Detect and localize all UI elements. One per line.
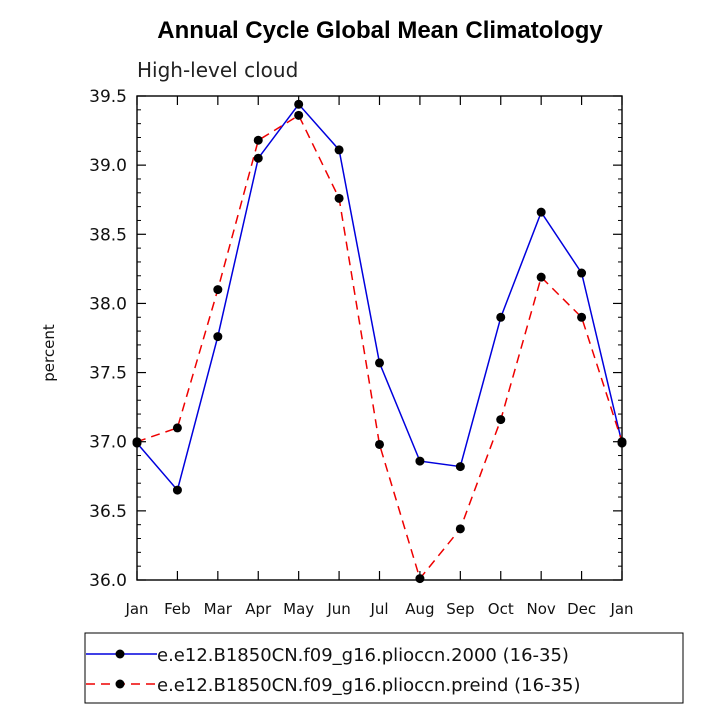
x-tick-label: May [283,600,314,618]
series-1-point [334,193,344,203]
y-tick-label: 36.0 [89,571,127,591]
x-tick-label: Jan [609,600,633,618]
y-tick-label: 37.0 [89,433,127,453]
series-line-0 [136,103,623,492]
legend-label-2000: e.e12.B1850CN.f09_g16.plioccn.2000 (16-3… [157,645,569,666]
plot-frame [136,95,623,581]
series-0-point [496,312,506,322]
y-tick-label: 38.5 [89,225,127,245]
y-tick-label: 36.5 [89,502,127,522]
y-tick-label: 38.0 [89,294,127,314]
series-1-point [213,285,223,295]
series-1-point [496,415,506,425]
series-line-1 [136,114,623,581]
legend-box [84,632,684,704]
series-1-point [577,312,587,322]
series-0-point [334,145,344,155]
series-0-point [455,462,465,472]
series-0-point [213,332,223,342]
x-tick-label: Sep [446,600,474,618]
y-tick-label: 39.5 [89,87,127,107]
x-tick-label: Aug [405,600,434,618]
series-1-point [294,110,304,120]
series-0-point [375,358,384,368]
series-1-point [253,135,263,145]
x-tick-label: Apr [245,600,272,618]
x-tick-label: Jun [326,600,350,618]
x-tick-label: Dec [567,600,596,618]
series-1-point [536,272,546,282]
series-0-point [415,456,425,466]
series-1-point [172,423,182,433]
y-axis-label: percent [40,324,58,382]
x-tick-label: Jan [124,600,148,618]
x-tick-label: Jul [369,600,388,618]
series-0-point [253,153,263,163]
legend-marker-2000 [115,649,125,659]
legend-label-preind: e.e12.B1850CN.f09_g16.plioccn.preind (16… [157,675,580,696]
y-tick-label: 37.5 [89,364,127,384]
x-tick-label: Feb [164,600,191,618]
legend-marker-preind [115,679,125,689]
chart-title: Annual Cycle Global Mean Climatology [157,17,603,44]
series-0-point [536,207,546,217]
series-1-point [455,524,465,534]
y-tick-label: 39.0 [89,156,127,176]
series-0-point [172,485,182,495]
chart-subtitle: High-level cloud [137,58,298,82]
x-tick-label: Nov [527,600,556,618]
series-0-point [577,268,587,278]
x-tick-label: Oct [488,600,514,618]
legend: e.e12.B1850CN.f09_g16.plioccn.2000 (16-3… [84,632,684,704]
series-1-point [375,439,384,449]
x-tick-label: Mar [204,600,233,618]
